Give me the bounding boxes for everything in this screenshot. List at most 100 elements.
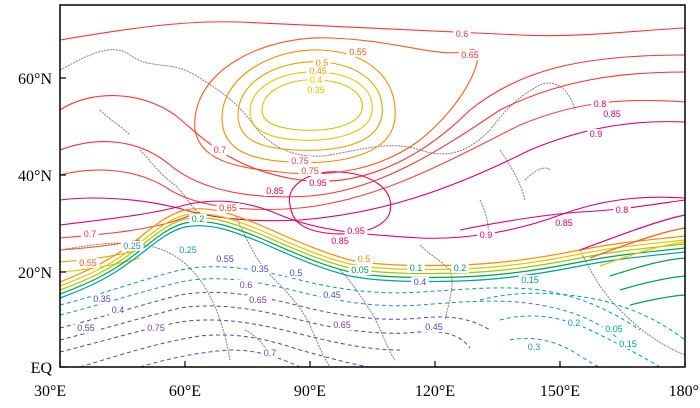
contour-labels: 0.60.550.50.450.40.350.650.80.850.90.70.… — [74, 29, 640, 358]
transition-band — [60, 208, 685, 306]
contour-label: 0.8 — [616, 205, 629, 215]
contour-label-bg — [304, 85, 328, 95]
contour-label: 0.2 — [192, 214, 205, 224]
contour-label-bg — [613, 205, 631, 215]
contour-label: 0.7 — [214, 145, 227, 155]
contour-label: 0.4 — [310, 75, 323, 85]
contour-label: 0.25 — [123, 241, 141, 251]
contour-label-bg — [616, 339, 640, 349]
contour-label-bg — [189, 214, 207, 224]
contour-label-bg — [213, 254, 237, 264]
dashed-contours — [60, 266, 685, 367]
contour-label: 0.55 — [216, 254, 234, 264]
contour-label-bg — [74, 323, 98, 333]
contour-label: 0.6 — [240, 280, 253, 290]
contour-label-bg — [565, 318, 583, 328]
contour-solid-6 — [60, 21, 685, 41]
contour-label: 0.1 — [410, 263, 423, 273]
band-3 — [60, 217, 685, 291]
contour-label-bg — [552, 218, 576, 228]
contour-label-bg — [248, 264, 272, 274]
contour-label-bg — [90, 294, 114, 304]
contour-label-bg — [287, 268, 305, 278]
contour-label-bg — [144, 323, 168, 333]
x-tick-label: 30°E — [34, 383, 66, 400]
contour-label-bg — [330, 320, 354, 330]
contour-label: 0.5 — [358, 254, 371, 264]
contour-solid-7 — [60, 54, 685, 182]
dashed-7 — [139, 349, 301, 367]
contour-label-bg — [451, 263, 469, 273]
contour-label-bg — [453, 29, 471, 39]
contour-label: 0.55 — [79, 258, 97, 268]
contour-label: 0.35 — [251, 264, 269, 274]
contour-label-bg — [587, 129, 605, 139]
x-tick-label: 150°E — [540, 383, 580, 400]
contour-label: 0.85 — [266, 186, 284, 196]
contour-label-bg — [591, 99, 609, 109]
contour-label-bg — [298, 166, 322, 176]
dashed-6 — [79, 334, 371, 367]
band-2 — [60, 213, 685, 287]
contour-label-bg — [306, 66, 330, 76]
contour-label: 0.05 — [351, 265, 369, 275]
contour-label: 0.85 — [555, 218, 573, 228]
band-8 — [599, 241, 685, 267]
contour-label-bg — [328, 236, 352, 246]
contour-label-bg — [81, 229, 99, 239]
dashed-10 — [509, 337, 601, 367]
contour-label-bg — [320, 290, 344, 300]
contour-label: 0.8 — [594, 99, 607, 109]
contour-label-bg — [246, 295, 270, 305]
band-6 — [579, 214, 685, 251]
contour-label-bg — [313, 58, 331, 68]
contour-label: 0.85 — [603, 109, 621, 119]
contour-label: 0.3 — [528, 342, 541, 352]
dashed-3 — [60, 291, 491, 331]
contour-label: 0.35 — [93, 294, 111, 304]
contour-label-bg — [237, 280, 255, 290]
dashed-9 — [499, 315, 661, 367]
x-axis-ticks: 30°E 60°E 90°E 120°E 150°E 180° — [34, 361, 699, 400]
contour-label: 0.5 — [290, 268, 303, 278]
contour-label: 0.55 — [77, 323, 95, 333]
contour-label: 0.6 — [456, 29, 469, 39]
band-11 — [629, 294, 685, 306]
contour-label: 0.65 — [333, 320, 351, 330]
contour-label: 0.4 — [414, 277, 427, 287]
contour-label: 0.85 — [331, 236, 349, 246]
contour-label: 0.5 — [316, 58, 329, 68]
contour-solid-5 — [194, 37, 479, 175]
band-1 — [60, 208, 685, 283]
contour-solid-2 — [249, 71, 373, 141]
contour-label: 0.45 — [309, 66, 327, 76]
contour-label: 0.25 — [179, 245, 197, 255]
band-7 — [589, 227, 685, 259]
contour-label-bg — [263, 186, 287, 196]
contour-solid-12 — [288, 171, 392, 235]
contour-label: 0.35 — [307, 85, 325, 95]
contour-label: 0.75 — [301, 166, 319, 176]
contour-solid-3 — [237, 61, 383, 151]
contour-label-bg — [411, 277, 429, 287]
contour-label: 0.75 — [147, 323, 165, 333]
contour-label-bg — [211, 145, 229, 155]
contour-label-bg — [288, 156, 312, 166]
contour-label-bg — [346, 47, 370, 57]
x-tick-label: 90°E — [294, 383, 326, 400]
contour-label-bg — [344, 226, 368, 236]
contour-label: 0.15 — [619, 339, 637, 349]
dashed-4 — [60, 305, 471, 349]
band-5 — [60, 225, 685, 299]
contour-label: 0.2 — [568, 318, 581, 328]
contour-label: 0.45 — [323, 290, 341, 300]
contour-label: 0.95 — [309, 178, 327, 188]
contour-solid-4 — [221, 49, 396, 164]
contour-label-bg — [477, 230, 495, 240]
contour-label: 0.7 — [264, 348, 277, 358]
contour-label-bg — [518, 275, 542, 285]
contour-field — [60, 21, 685, 367]
contour-label: 0.4 — [112, 305, 125, 315]
contour-label-bg — [109, 305, 127, 315]
plot-frame — [59, 4, 686, 368]
